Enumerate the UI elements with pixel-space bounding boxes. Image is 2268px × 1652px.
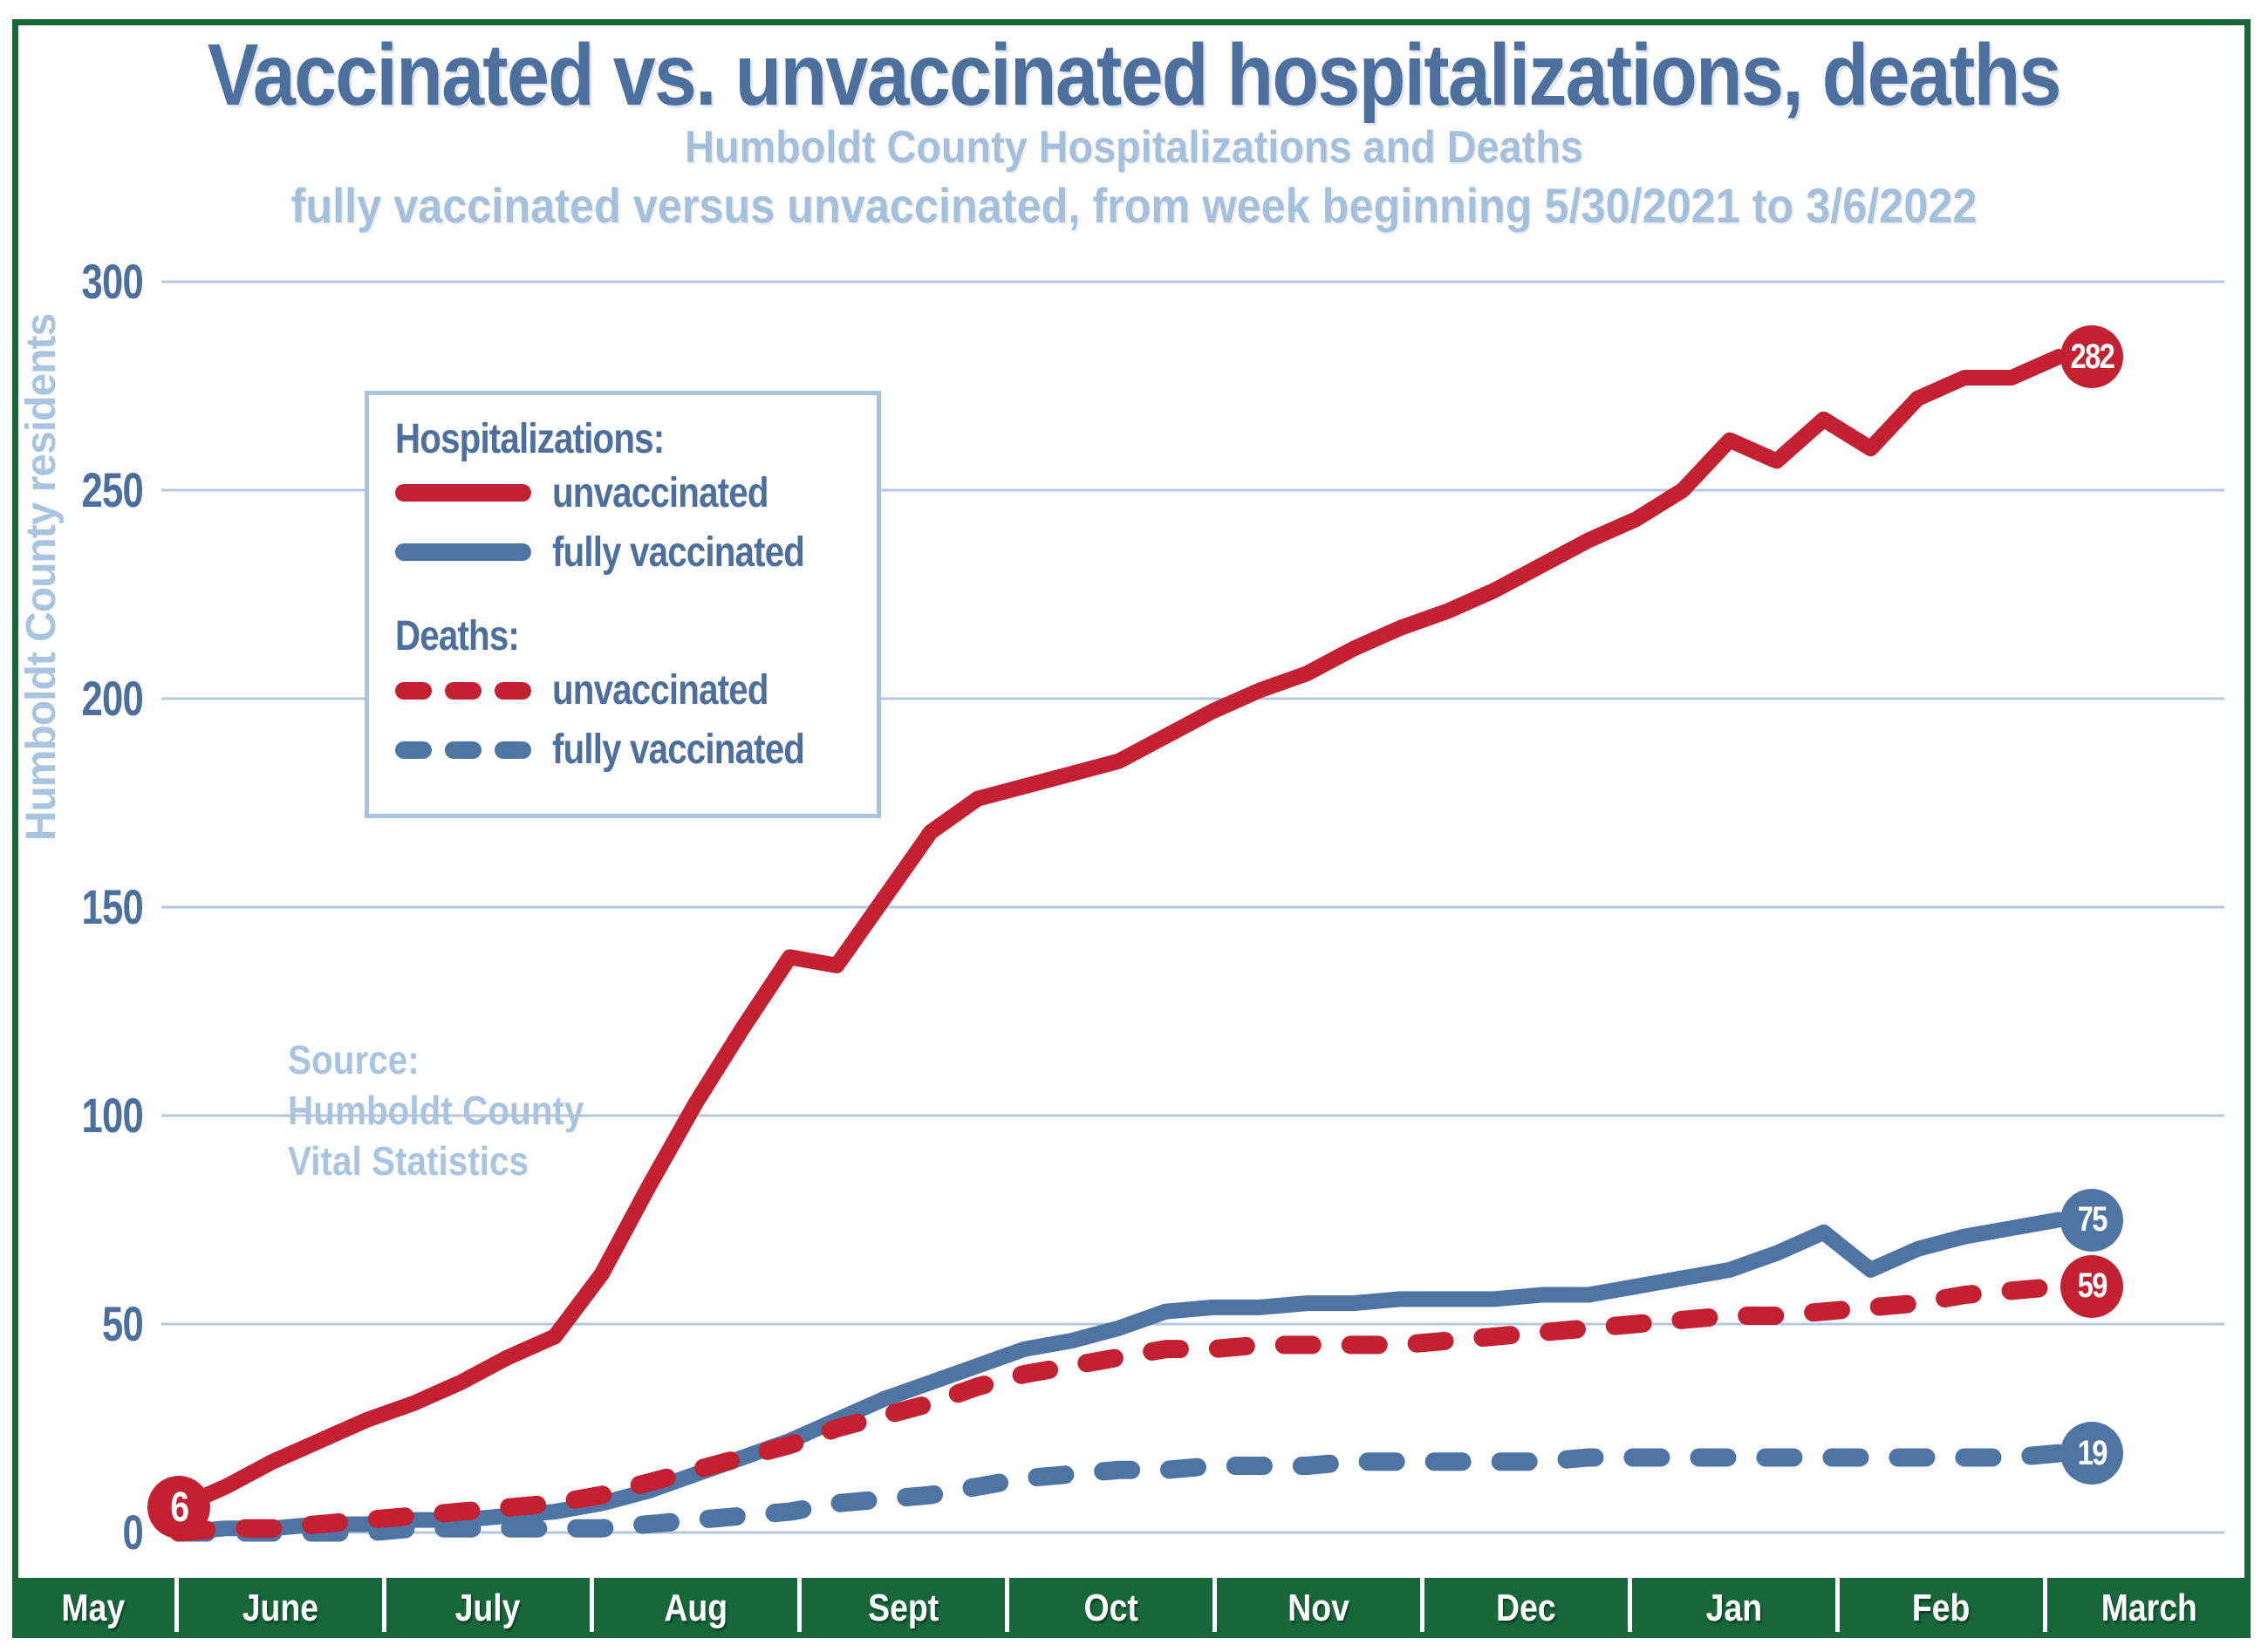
month-label: March bbox=[2101, 1586, 2197, 1629]
month-cell-july: July bbox=[386, 1578, 590, 1638]
month-label: Jan bbox=[1705, 1586, 1762, 1629]
month-label: Dec bbox=[1496, 1586, 1556, 1629]
y-tick-label-200: 200 bbox=[81, 671, 143, 726]
red-solid-line-swatch bbox=[395, 484, 531, 502]
series-line-hospitalizations-fully-vaccinated bbox=[171, 1212, 2066, 1540]
legend-item-hosp-unvaccinated: unvaccinated bbox=[395, 465, 877, 521]
month-label: July bbox=[455, 1586, 521, 1629]
chart-subtitle: Humboldt County Hospitalizations and Dea… bbox=[685, 122, 1583, 173]
legend-item-label: fully vaccinated bbox=[552, 529, 805, 576]
source-line: Humboldt County bbox=[288, 1088, 584, 1133]
blue-solid-line-swatch bbox=[395, 543, 531, 562]
data-label-start-unvaccinated-hosp: 6 bbox=[147, 1476, 210, 1539]
month-label: Oct bbox=[1083, 1586, 1138, 1629]
y-tick-label-0: 0 bbox=[122, 1505, 143, 1560]
month-label: Feb bbox=[1912, 1586, 1971, 1629]
legend-item-label: unvaccinated bbox=[552, 469, 769, 516]
y-tick-label-100: 100 bbox=[81, 1088, 143, 1143]
month-cell-oct: Oct bbox=[1009, 1578, 1213, 1638]
month-label: May bbox=[61, 1586, 126, 1629]
month-cell-june: June bbox=[179, 1578, 382, 1638]
legend-item-label: unvaccinated bbox=[552, 667, 769, 714]
y-tick-label-150: 150 bbox=[81, 879, 143, 934]
data-label-end-unvaccinated-deaths: 59 bbox=[2060, 1254, 2123, 1318]
y-tick-label-250: 250 bbox=[81, 462, 143, 517]
legend-item-label: fully vaccinated bbox=[552, 727, 805, 774]
y-axis-title: Humboldt County residents bbox=[18, 313, 65, 842]
month-cell-aug: Aug bbox=[594, 1578, 797, 1638]
month-label: Aug bbox=[664, 1586, 728, 1629]
data-label-end-vaccinated-deaths: 19 bbox=[2060, 1422, 2123, 1485]
month-cell-dec: Dec bbox=[1424, 1578, 1628, 1638]
legend-deaths-heading: Deaths: bbox=[395, 613, 520, 660]
red-dashed-line-swatch bbox=[395, 681, 531, 700]
blue-dashed-line-swatch bbox=[395, 741, 531, 759]
month-cell-sept: Sept bbox=[802, 1578, 1005, 1638]
page-title: Vaccinated vs. unvaccinated hospitalizat… bbox=[208, 26, 2062, 124]
legend-box: Hospitalizations: unvaccinated fully vac… bbox=[365, 391, 881, 818]
series-line-deaths-fully-vaccinated bbox=[169, 1444, 2068, 1542]
source-line: Source: bbox=[288, 1037, 420, 1082]
data-label-end-vaccinated-hosp: 75 bbox=[2060, 1188, 2123, 1252]
month-cell-jan: Jan bbox=[1632, 1578, 1835, 1638]
series-line-hospitalizations-unvaccinated bbox=[171, 349, 2066, 1516]
chart-header: Vaccinated vs. unvaccinated hospitalizat… bbox=[0, 31, 2268, 231]
data-label-end-unvaccinated-hosp: 282 bbox=[2060, 325, 2123, 389]
y-tick-label-50: 50 bbox=[101, 1296, 144, 1351]
month-cell-nov: Nov bbox=[1217, 1578, 1420, 1638]
month-cell-feb: Feb bbox=[1840, 1578, 2043, 1638]
x-axis-month-band: May June July Aug Sept Oct Nov Dec Jan Feb March bbox=[12, 1578, 2251, 1638]
legend-item-deaths-vaccinated: fully vaccinated bbox=[395, 722, 877, 778]
legend-item-hosp-vaccinated: fully vaccinated bbox=[395, 524, 877, 580]
chart-subtitle-range: fully vaccinated versus unvaccinated, fr… bbox=[290, 177, 1978, 233]
source-note: Source: Humboldt County Vital Statistics bbox=[288, 1034, 584, 1186]
series-line-deaths-unvaccinated bbox=[169, 1277, 2068, 1542]
legend-item-deaths-unvaccinated: unvaccinated bbox=[395, 663, 877, 719]
month-label: Nov bbox=[1288, 1586, 1349, 1629]
legend-hospitalizations-heading: Hospitalizations: bbox=[395, 416, 665, 462]
source-line: Vital Statistics bbox=[288, 1138, 529, 1184]
month-label: Sept bbox=[867, 1586, 939, 1629]
y-tick-label-300: 300 bbox=[81, 254, 143, 309]
month-label: June bbox=[242, 1586, 319, 1629]
month-cell-may: May bbox=[12, 1578, 174, 1638]
month-cell-march: March bbox=[2047, 1578, 2251, 1638]
